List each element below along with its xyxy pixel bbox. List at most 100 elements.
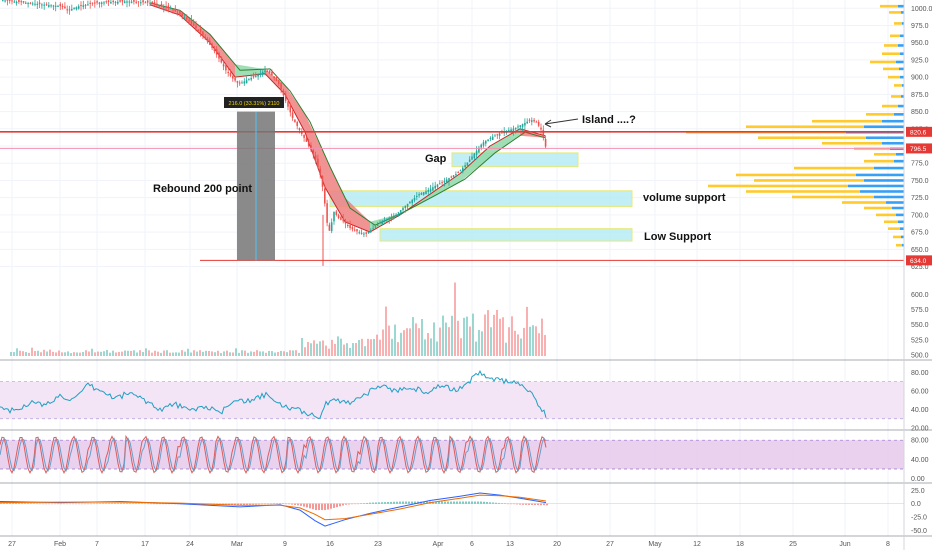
candle-body-119	[275, 77, 278, 82]
candle-body-149	[344, 220, 347, 224]
candle-body-64	[149, 2, 151, 4]
macd-hist-125	[375, 502, 377, 504]
macd-hist-87	[261, 503, 263, 505]
annotations: Rebound 200 point Gap volume support Low…	[153, 114, 726, 243]
time-tick-9: Apr	[433, 541, 445, 548]
candle-body-71	[165, 6, 167, 8]
macd-hist-12	[36, 503, 38, 505]
macd-hist-95	[285, 503, 287, 505]
candle-body-128	[296, 122, 298, 127]
volume-bar-67	[211, 351, 213, 356]
macd-hist-123	[369, 502, 371, 504]
time-tick-15: 12	[693, 541, 701, 548]
vp-buy-24	[848, 184, 904, 188]
candle-body-46	[107, 0, 110, 3]
candle-body-0	[2, 0, 4, 2]
candle-body-152	[351, 227, 354, 230]
candle-body-138	[319, 168, 321, 175]
fast-ma-line	[149, 4, 546, 233]
time-tick-0: 27	[8, 541, 16, 548]
macd-hist-175	[525, 503, 527, 505]
stoch-pane	[0, 434, 904, 474]
candle-body-171	[395, 214, 397, 217]
macd-hist-37	[111, 503, 113, 504]
macd-hist-136	[408, 501, 410, 504]
candle-body-19	[45, 4, 48, 6]
volume-bar-82	[256, 350, 258, 356]
candle-body-222	[512, 128, 515, 132]
macd-hist-92	[276, 503, 278, 504]
candle-body-210	[485, 140, 487, 144]
macd-hist-25	[75, 503, 77, 505]
candle-body-126	[291, 112, 294, 118]
macd-hist-151	[453, 501, 455, 504]
volume-bar-56	[178, 352, 180, 356]
time-tick-12: 20	[553, 541, 561, 548]
volume-bar-127	[391, 338, 393, 356]
price-tick-12: 700.0	[911, 212, 929, 219]
vp-buy-1	[901, 11, 904, 14]
candle-body-214	[494, 135, 496, 137]
macd-tick-0: 25.0	[911, 488, 925, 495]
volume-bar-28	[94, 352, 96, 356]
candle-body-147	[340, 217, 342, 220]
candle-body-50	[117, 1, 119, 4]
candle-body-157	[363, 233, 365, 235]
volume-bar-155	[475, 341, 477, 356]
candle-body-101	[234, 77, 236, 81]
volume-bar-118	[364, 346, 366, 356]
volume-bar-144	[442, 315, 444, 356]
volume-bar-131	[403, 330, 405, 356]
candle-body-150	[347, 224, 349, 226]
vp-sell-30	[884, 220, 898, 224]
candle-body-156	[360, 232, 363, 234]
vp-buy-23	[864, 179, 904, 182]
support-zones	[329, 152, 633, 242]
candle-body-97	[225, 65, 227, 71]
candle-body-105	[243, 81, 246, 84]
candle-body-223	[514, 127, 517, 130]
candle-body-162	[374, 226, 377, 228]
signal-line	[0, 494, 547, 521]
volume-bar-105	[325, 345, 327, 356]
volume-bar-140	[430, 338, 432, 356]
macd-hist-117	[351, 503, 353, 505]
volume-bar-46	[148, 350, 150, 356]
candle-body-86	[199, 29, 202, 33]
volume-bar-142	[436, 341, 438, 356]
candle-body-122	[282, 90, 285, 96]
volume-bar-47	[151, 352, 153, 356]
macd-hist-116	[348, 503, 350, 505]
candle-body-127	[294, 119, 296, 123]
candle-body-1	[4, 0, 6, 2]
vp-sell-28	[864, 206, 892, 210]
volume-bar-158	[484, 314, 486, 356]
ribbon-seg-12	[430, 173, 460, 199]
volume-bar-90	[280, 350, 282, 356]
candle-body-62	[144, 2, 147, 4]
candle-body-60	[140, 2, 142, 4]
volume-bar-63	[199, 350, 201, 356]
volume-bar-19	[67, 351, 69, 356]
volume-bar-4	[22, 351, 24, 356]
candle-body-174	[402, 207, 404, 211]
candle-body-234	[540, 127, 542, 130]
volume-bar-143	[439, 327, 441, 356]
volume-bar-79	[247, 352, 249, 356]
vp-buy-32	[901, 235, 904, 239]
volume-tick-0: 600.0	[911, 292, 929, 299]
vp-sell-6	[870, 60, 896, 64]
candle-body-141	[326, 203, 328, 223]
candle-body-109	[252, 76, 255, 78]
time-tick-10: 6	[470, 541, 474, 548]
macd-hist-4	[12, 502, 14, 504]
macd-hist-172	[516, 503, 518, 505]
vp-buy-8	[900, 75, 904, 79]
volume-bar-113	[349, 347, 351, 356]
macd-hist-38	[114, 503, 116, 504]
candle-body-44	[103, 2, 105, 4]
volume-bar-102	[316, 343, 318, 356]
candle-body-5	[13, 1, 16, 3]
candle-body-231	[533, 119, 535, 122]
price-tick-13: 675.0	[911, 230, 929, 237]
